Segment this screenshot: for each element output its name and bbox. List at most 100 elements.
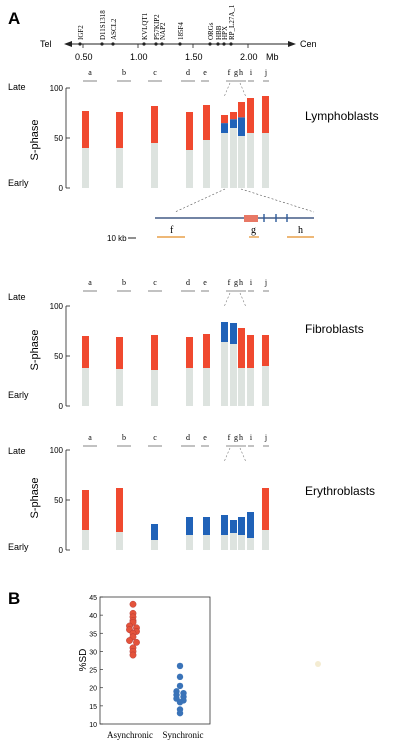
y-tick-label: 45 <box>89 595 97 602</box>
category-label: h <box>239 68 243 77</box>
category-label: f <box>228 433 231 442</box>
category-label: a <box>88 68 92 77</box>
gene-label: KVLQT1 <box>141 12 149 40</box>
y-tick-label: 0 <box>59 546 64 555</box>
bar-early-portion <box>203 368 210 406</box>
bar-blue-segment <box>238 117 245 136</box>
bar-red-segment <box>116 112 123 148</box>
bar-early-portion <box>247 368 254 406</box>
category-label: a <box>88 278 92 287</box>
bar-blue-segment <box>230 323 237 344</box>
gene-tick <box>111 42 115 46</box>
y-tick-label: 40 <box>89 613 97 620</box>
data-point <box>129 600 137 608</box>
zoom-connector-right <box>239 292 247 308</box>
gene-label: IGF2 <box>77 25 85 40</box>
gene-label: NAP2 <box>159 22 167 40</box>
category-label: f <box>228 68 231 77</box>
early-label: Early <box>8 178 29 188</box>
zoom-guide-left <box>174 188 226 213</box>
bar-early-portion <box>203 535 210 550</box>
bar-red-segment <box>82 111 89 148</box>
panel-b-label: B <box>8 589 20 608</box>
early-label: Early <box>8 390 29 400</box>
smudge-mark <box>315 661 321 667</box>
bar-blue-segment <box>238 517 245 535</box>
category-label: i <box>250 68 253 77</box>
scatter-panel: 10 15 20 25 30 35 40 45 %SD Asynchronic Synchronic <box>78 595 211 740</box>
category-label: a <box>88 433 92 442</box>
y-axis-label: S-phase <box>29 478 41 519</box>
category-label: i <box>250 278 253 287</box>
y-tick-label: 50 <box>54 134 63 143</box>
bar-early-portion <box>247 538 254 550</box>
data-point <box>176 699 184 706</box>
bar-early-portion <box>82 148 89 188</box>
bar-red-segment <box>247 335 254 368</box>
bar-blue-segment <box>151 524 158 540</box>
y-tick-label: 25 <box>89 668 97 675</box>
zoom-gene-box <box>244 215 258 222</box>
bar-early-portion <box>203 140 210 188</box>
bar-early-portion <box>186 368 193 406</box>
left-arrow-icon <box>64 41 72 47</box>
bar-blue-segment <box>230 119 237 128</box>
bar-panel-fibroblasts: 100 50 0 Late Early S-phase Fibroblasts a b c d e f g… <box>8 278 364 411</box>
bar-red-segment <box>238 328 245 368</box>
bar-early-portion <box>238 535 245 550</box>
zoom-guide-right <box>240 188 315 213</box>
category-label: b <box>122 278 126 287</box>
y-tick-label: 10 <box>89 722 97 729</box>
gene-label: ORGs <box>207 22 215 40</box>
bar-blue-segment <box>221 123 228 133</box>
category-label: Asynchronic <box>107 730 153 740</box>
gene-label: ASCL2 <box>110 18 118 40</box>
data-point <box>176 662 184 670</box>
zoom-probe-h: h <box>298 225 303 236</box>
bar-early-portion <box>230 344 237 406</box>
bar-early-portion <box>230 533 237 550</box>
category-label: e <box>203 278 207 287</box>
zoom-scale-label: 10 kb <box>107 234 127 243</box>
gene-tick <box>208 42 212 46</box>
bar-early-portion <box>151 540 158 550</box>
bar-blue-segment <box>221 322 228 342</box>
bar-early-portion <box>262 366 269 406</box>
bar-red-segment <box>247 98 254 133</box>
late-label: Late <box>8 446 26 456</box>
zoom-connector-left <box>223 292 231 308</box>
bar-red-segment <box>262 96 269 133</box>
category-label: j <box>264 433 267 442</box>
category-label: b <box>122 68 126 77</box>
scale-label: 1.50 <box>185 52 203 62</box>
data-point <box>176 673 184 681</box>
category-label: e <box>203 433 207 442</box>
y-tick-label: 0 <box>59 184 64 193</box>
bar-red-segment <box>262 335 269 366</box>
data-point <box>176 682 184 690</box>
gene-label: D11S1318 <box>99 10 107 40</box>
bar-red-segment <box>221 115 228 124</box>
bar-red-segment <box>238 102 245 118</box>
y-tick-label: 15 <box>89 704 97 711</box>
bar-early-portion <box>82 530 89 550</box>
y-tick-label: 30 <box>89 649 97 656</box>
zoom-connector-right <box>239 82 247 98</box>
bar-early-portion <box>221 133 228 188</box>
zoom-probe-g: g <box>251 225 256 236</box>
scale-label: 0.50 <box>75 52 93 62</box>
data-point <box>176 709 184 717</box>
bar-early-portion <box>116 532 123 550</box>
bar-early-portion <box>247 133 254 188</box>
gene-label: HBB <box>215 25 223 40</box>
panel-title: Fibroblasts <box>305 322 364 336</box>
category-label: d <box>186 278 190 287</box>
y-tick-label: 20 <box>89 686 97 693</box>
bar-red-segment <box>203 334 210 368</box>
bar-red-segment <box>203 105 210 140</box>
late-label: Late <box>8 292 26 302</box>
bar-early-portion <box>116 369 123 406</box>
gene-tick <box>222 42 226 46</box>
panel-title: Lymphoblasts <box>305 109 379 123</box>
y-tick-label: 50 <box>54 496 63 505</box>
